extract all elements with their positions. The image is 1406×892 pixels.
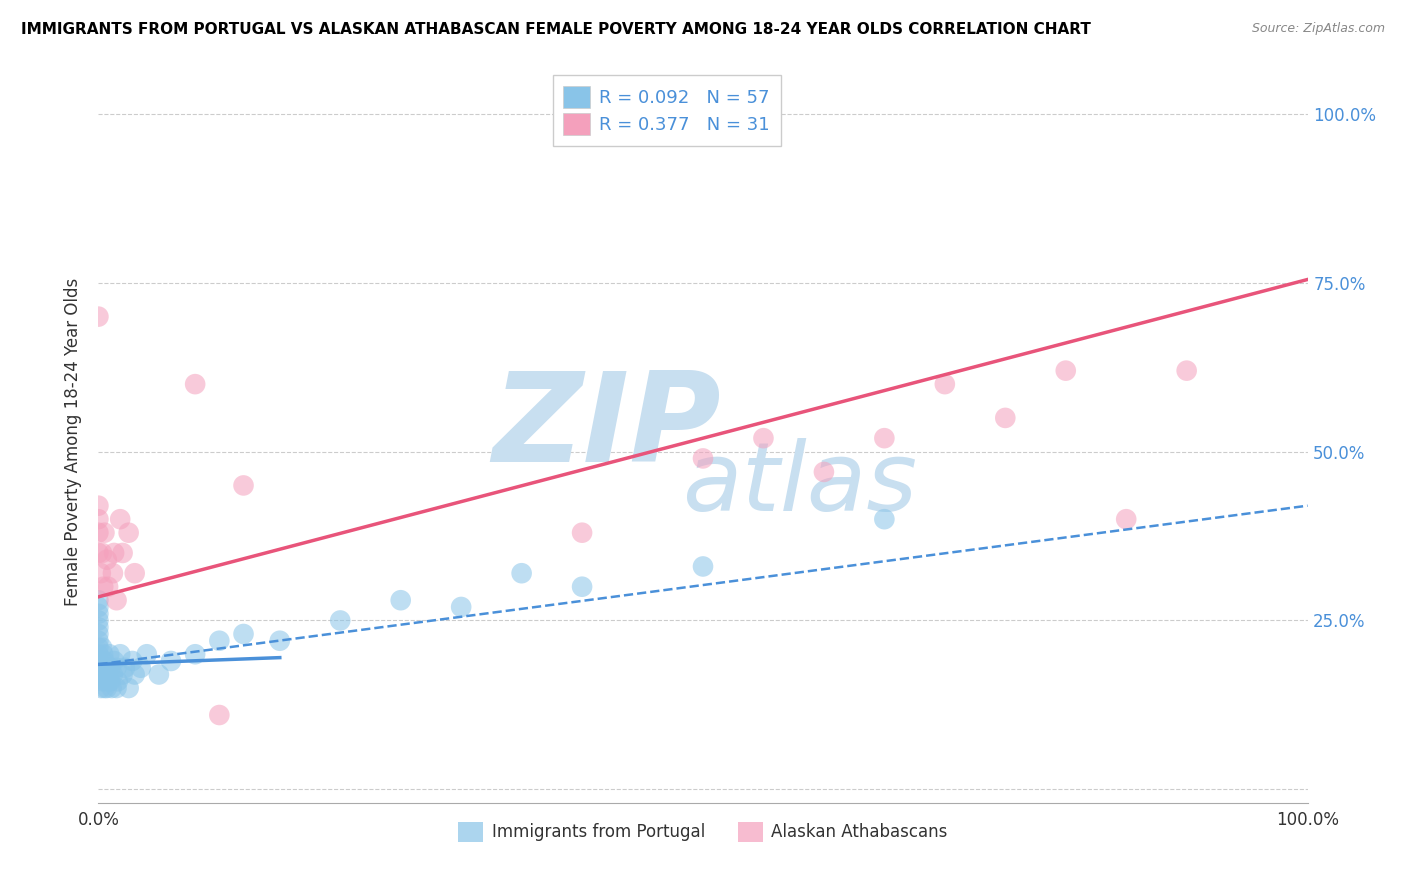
Point — [101, 566, 124, 581]
Point — [1115, 512, 1137, 526]
Point — [87, 593, 110, 607]
Point — [87, 525, 110, 540]
Point — [87, 614, 110, 628]
Point — [91, 640, 114, 655]
Point — [1175, 364, 1198, 378]
Point — [90, 566, 112, 581]
Point — [96, 552, 118, 566]
Point — [135, 647, 157, 661]
Point — [107, 674, 129, 689]
Point — [184, 377, 207, 392]
Point — [100, 674, 122, 689]
Point — [97, 661, 120, 675]
Point — [114, 661, 136, 675]
Point — [93, 525, 115, 540]
Point — [103, 654, 125, 668]
Point — [813, 465, 835, 479]
Point — [87, 599, 110, 614]
Point — [752, 431, 775, 445]
Point — [450, 599, 472, 614]
Point — [101, 667, 124, 681]
Point — [96, 681, 118, 695]
Point — [129, 661, 152, 675]
Text: Source: ZipAtlas.com: Source: ZipAtlas.com — [1251, 22, 1385, 36]
Point — [87, 667, 110, 681]
Point — [90, 681, 112, 695]
Point — [87, 647, 110, 661]
Point — [184, 647, 207, 661]
Point — [93, 667, 115, 681]
Point — [94, 674, 117, 689]
Point — [90, 661, 112, 675]
Point — [100, 681, 122, 695]
Point — [87, 620, 110, 634]
Point — [124, 566, 146, 581]
Point — [269, 633, 291, 648]
Point — [91, 580, 114, 594]
Point — [1054, 364, 1077, 378]
Point — [510, 566, 533, 581]
Point — [208, 633, 231, 648]
Point — [873, 512, 896, 526]
Point — [103, 546, 125, 560]
Text: ZIP: ZIP — [492, 367, 721, 488]
Point — [111, 667, 134, 681]
Point — [105, 681, 128, 695]
Point — [934, 377, 956, 392]
Point — [87, 607, 110, 621]
Point — [232, 478, 254, 492]
Point — [108, 512, 131, 526]
Point — [692, 451, 714, 466]
Point — [389, 593, 412, 607]
Point — [873, 431, 896, 445]
Point — [571, 580, 593, 594]
Point — [91, 546, 114, 560]
Point — [329, 614, 352, 628]
Point — [87, 654, 110, 668]
Point — [121, 654, 143, 668]
Point — [96, 667, 118, 681]
Point — [93, 681, 115, 695]
Point — [87, 499, 110, 513]
Point — [97, 580, 120, 594]
Point — [91, 654, 114, 668]
Point — [108, 647, 131, 661]
Point — [994, 411, 1017, 425]
Point — [91, 674, 114, 689]
Point — [87, 512, 110, 526]
Point — [111, 546, 134, 560]
Point — [232, 627, 254, 641]
Text: atlas: atlas — [682, 438, 917, 532]
Point — [87, 310, 110, 324]
Point — [91, 667, 114, 681]
Point — [105, 661, 128, 675]
Point — [91, 647, 114, 661]
Point — [105, 593, 128, 607]
Point — [87, 640, 110, 655]
Point — [571, 525, 593, 540]
Point — [98, 647, 121, 661]
Point — [93, 654, 115, 668]
Legend: Immigrants from Portugal, Alaskan Athabascans: Immigrants from Portugal, Alaskan Athaba… — [451, 815, 955, 848]
Text: IMMIGRANTS FROM PORTUGAL VS ALASKAN ATHABASCAN FEMALE POVERTY AMONG 18-24 YEAR O: IMMIGRANTS FROM PORTUGAL VS ALASKAN ATHA… — [21, 22, 1091, 37]
Point — [87, 633, 110, 648]
Point — [124, 667, 146, 681]
Point — [94, 661, 117, 675]
Point — [118, 681, 141, 695]
Point — [148, 667, 170, 681]
Point — [87, 546, 110, 560]
Point — [208, 708, 231, 723]
Point — [160, 654, 183, 668]
Point — [87, 627, 110, 641]
Point — [98, 674, 121, 689]
Point — [692, 559, 714, 574]
Point — [118, 525, 141, 540]
Point — [100, 661, 122, 675]
Y-axis label: Female Poverty Among 18-24 Year Olds: Female Poverty Among 18-24 Year Olds — [65, 277, 83, 606]
